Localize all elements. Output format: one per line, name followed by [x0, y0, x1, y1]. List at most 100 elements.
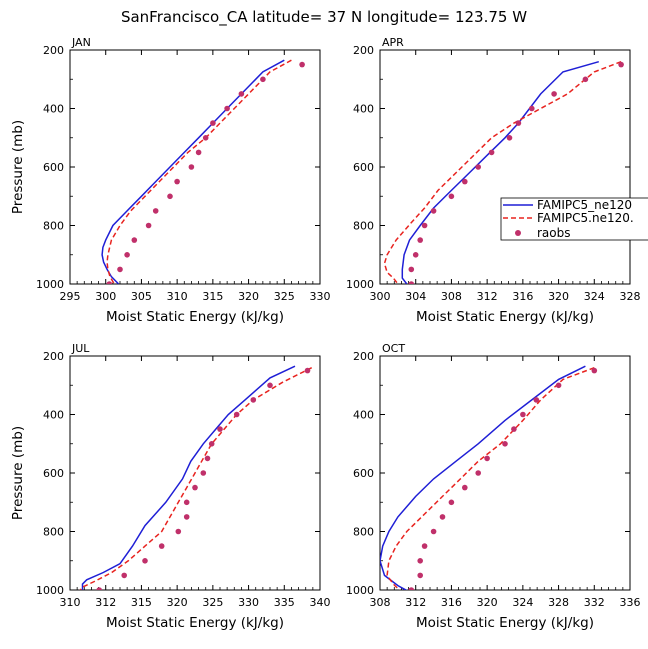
y-tick-label-oct-0: 200 [353, 350, 374, 363]
raob-point-oct-0 [591, 367, 598, 374]
series-group-apr [383, 60, 624, 284]
raob-point-jan-8 [174, 178, 180, 185]
series-line-oct-0 [380, 365, 586, 590]
raob-point-apr-1 [582, 76, 589, 83]
raob-point-jul-2 [250, 397, 257, 403]
x-tick-label-jan-2: 305 [131, 290, 152, 303]
plot-frame-apr [379, 49, 631, 285]
panel-label-oct: OCT [382, 342, 405, 355]
raob-point-jan-15 [106, 281, 113, 284]
raob-point-jul-15 [96, 587, 102, 590]
raob-point-oct-2 [533, 397, 540, 403]
x-tick-label-jul-3: 320 [167, 596, 188, 609]
x-tick-label-apr-1: 304 [405, 290, 426, 303]
raob-point-jul-13 [142, 558, 148, 564]
x-axis-label-oct: Moist Static Energy (kJ/kg) [416, 615, 594, 631]
raob-point-apr-15 [408, 281, 415, 284]
raob-point-jul-6 [204, 455, 211, 462]
raob-point-apr-10 [430, 208, 437, 214]
x-tick-label-jan-5: 320 [238, 290, 259, 303]
raob-point-jan-0 [299, 61, 305, 68]
x-tick-label-jul-4: 325 [202, 596, 223, 609]
raob-point-jul-5 [208, 441, 215, 447]
x-tick-label-jan-0: 295 [60, 290, 81, 303]
x-tick-label-jul-1: 312 [95, 596, 116, 609]
raob-point-jul-7 [200, 470, 207, 476]
series-line-jul-1 [79, 367, 313, 590]
x-tick-label-jul-6: 335 [274, 596, 295, 609]
x-tick-label-jul-2: 315 [131, 596, 152, 609]
legend-label-model-2: FAMIPC5.ne120. [537, 211, 634, 225]
raob-point-jan-1 [260, 76, 266, 83]
x-tick-label-apr-4: 316 [512, 290, 533, 303]
raob-point-jan-10 [152, 208, 159, 214]
raob-point-apr-4 [515, 120, 522, 126]
x-tick-label-apr-7: 328 [620, 290, 641, 303]
raob-point-jan-7 [188, 164, 195, 170]
legend-label-raobs: raobs [537, 226, 571, 240]
raob-point-jul-0 [304, 367, 311, 374]
x-axis-label-jan: Moist Static Energy (kJ/kg) [106, 309, 284, 325]
y-tick-label-apr-2: 600 [353, 161, 374, 174]
raob-point-jul-12 [158, 543, 165, 549]
raob-point-jul-10 [183, 514, 190, 520]
y-tick-label-jan-4: 1000 [36, 278, 64, 291]
raob-point-jul-3 [233, 411, 240, 418]
panels-group: JAN 295 300 305 310 315 320 325 330 200 400 600 800 1… [10, 36, 641, 631]
raob-point-apr-6 [488, 149, 495, 156]
series-line-jul-0 [81, 365, 296, 590]
x-tick-label-oct-1: 312 [405, 596, 426, 609]
y-tick-label-apr-4: 1000 [346, 278, 374, 291]
raob-point-apr-7 [475, 164, 482, 170]
series-group-jan [101, 59, 305, 284]
x-tick-label-oct-5: 328 [548, 596, 569, 609]
raob-point-oct-7 [475, 470, 482, 476]
x-tick-label-jan-7: 330 [310, 290, 331, 303]
y-tick-label-apr-0: 200 [353, 44, 374, 57]
raob-point-jan-13 [124, 252, 130, 258]
raob-point-oct-5 [502, 441, 508, 447]
raob-point-oct-10 [439, 514, 446, 520]
x-tick-label-apr-2: 308 [441, 290, 462, 303]
raob-point-jan-4 [210, 120, 216, 126]
x-tick-label-jan-6: 325 [274, 290, 295, 303]
series-group-jul [79, 365, 313, 590]
raob-point-oct-6 [484, 455, 490, 462]
y-tick-label-jul-0: 200 [43, 350, 64, 363]
raob-point-apr-3 [529, 105, 535, 112]
raob-point-apr-5 [506, 135, 513, 141]
x-axis-label-jul: Moist Static Energy (kJ/kg) [106, 615, 284, 631]
series-line-oct-1 [386, 366, 595, 590]
raob-point-apr-8 [462, 178, 468, 185]
x-tick-label-apr-6: 324 [584, 290, 605, 303]
raob-point-jul-8 [192, 484, 198, 491]
x-tick-label-jan-4: 315 [202, 290, 223, 303]
series-line-apr-0 [401, 60, 600, 284]
figure-title: SanFrancisco_CA latitude= 37 N longitude… [121, 8, 527, 27]
y-tick-label-oct-1: 400 [353, 409, 374, 422]
x-tick-label-oct-4: 324 [512, 596, 533, 609]
plot-frame-oct [379, 355, 631, 591]
raob-point-oct-1 [555, 382, 562, 389]
raob-point-jan-12 [131, 237, 138, 243]
y-axis-label-jan: Pressure (mb) [10, 120, 26, 214]
y-tick-label-jan-2: 600 [43, 161, 64, 174]
raob-point-jul-9 [183, 499, 190, 506]
raob-point-jul-11 [175, 528, 182, 535]
raob-point-jan-6 [195, 149, 202, 156]
raob-point-apr-0 [618, 61, 624, 68]
y-tick-label-jul-3: 800 [43, 526, 64, 539]
legend: FAMIPC5_ne120 FAMIPC5.ne120. raobs [500, 197, 648, 241]
y-tick-label-apr-3: 800 [353, 220, 374, 233]
raob-point-oct-3 [520, 411, 526, 418]
panel-apr: APR 300 304 308 312 316 320 324 328 200 400 600 800 1… [346, 36, 641, 325]
raob-point-jan-9 [167, 193, 173, 200]
raob-point-apr-9 [448, 193, 455, 200]
raob-point-apr-2 [551, 91, 557, 97]
raob-point-apr-14 [408, 266, 415, 273]
y-tick-label-jul-2: 600 [43, 467, 64, 480]
x-tick-label-jan-3: 310 [167, 290, 188, 303]
x-tick-label-apr-5: 320 [548, 290, 569, 303]
raob-point-oct-12 [421, 543, 428, 549]
